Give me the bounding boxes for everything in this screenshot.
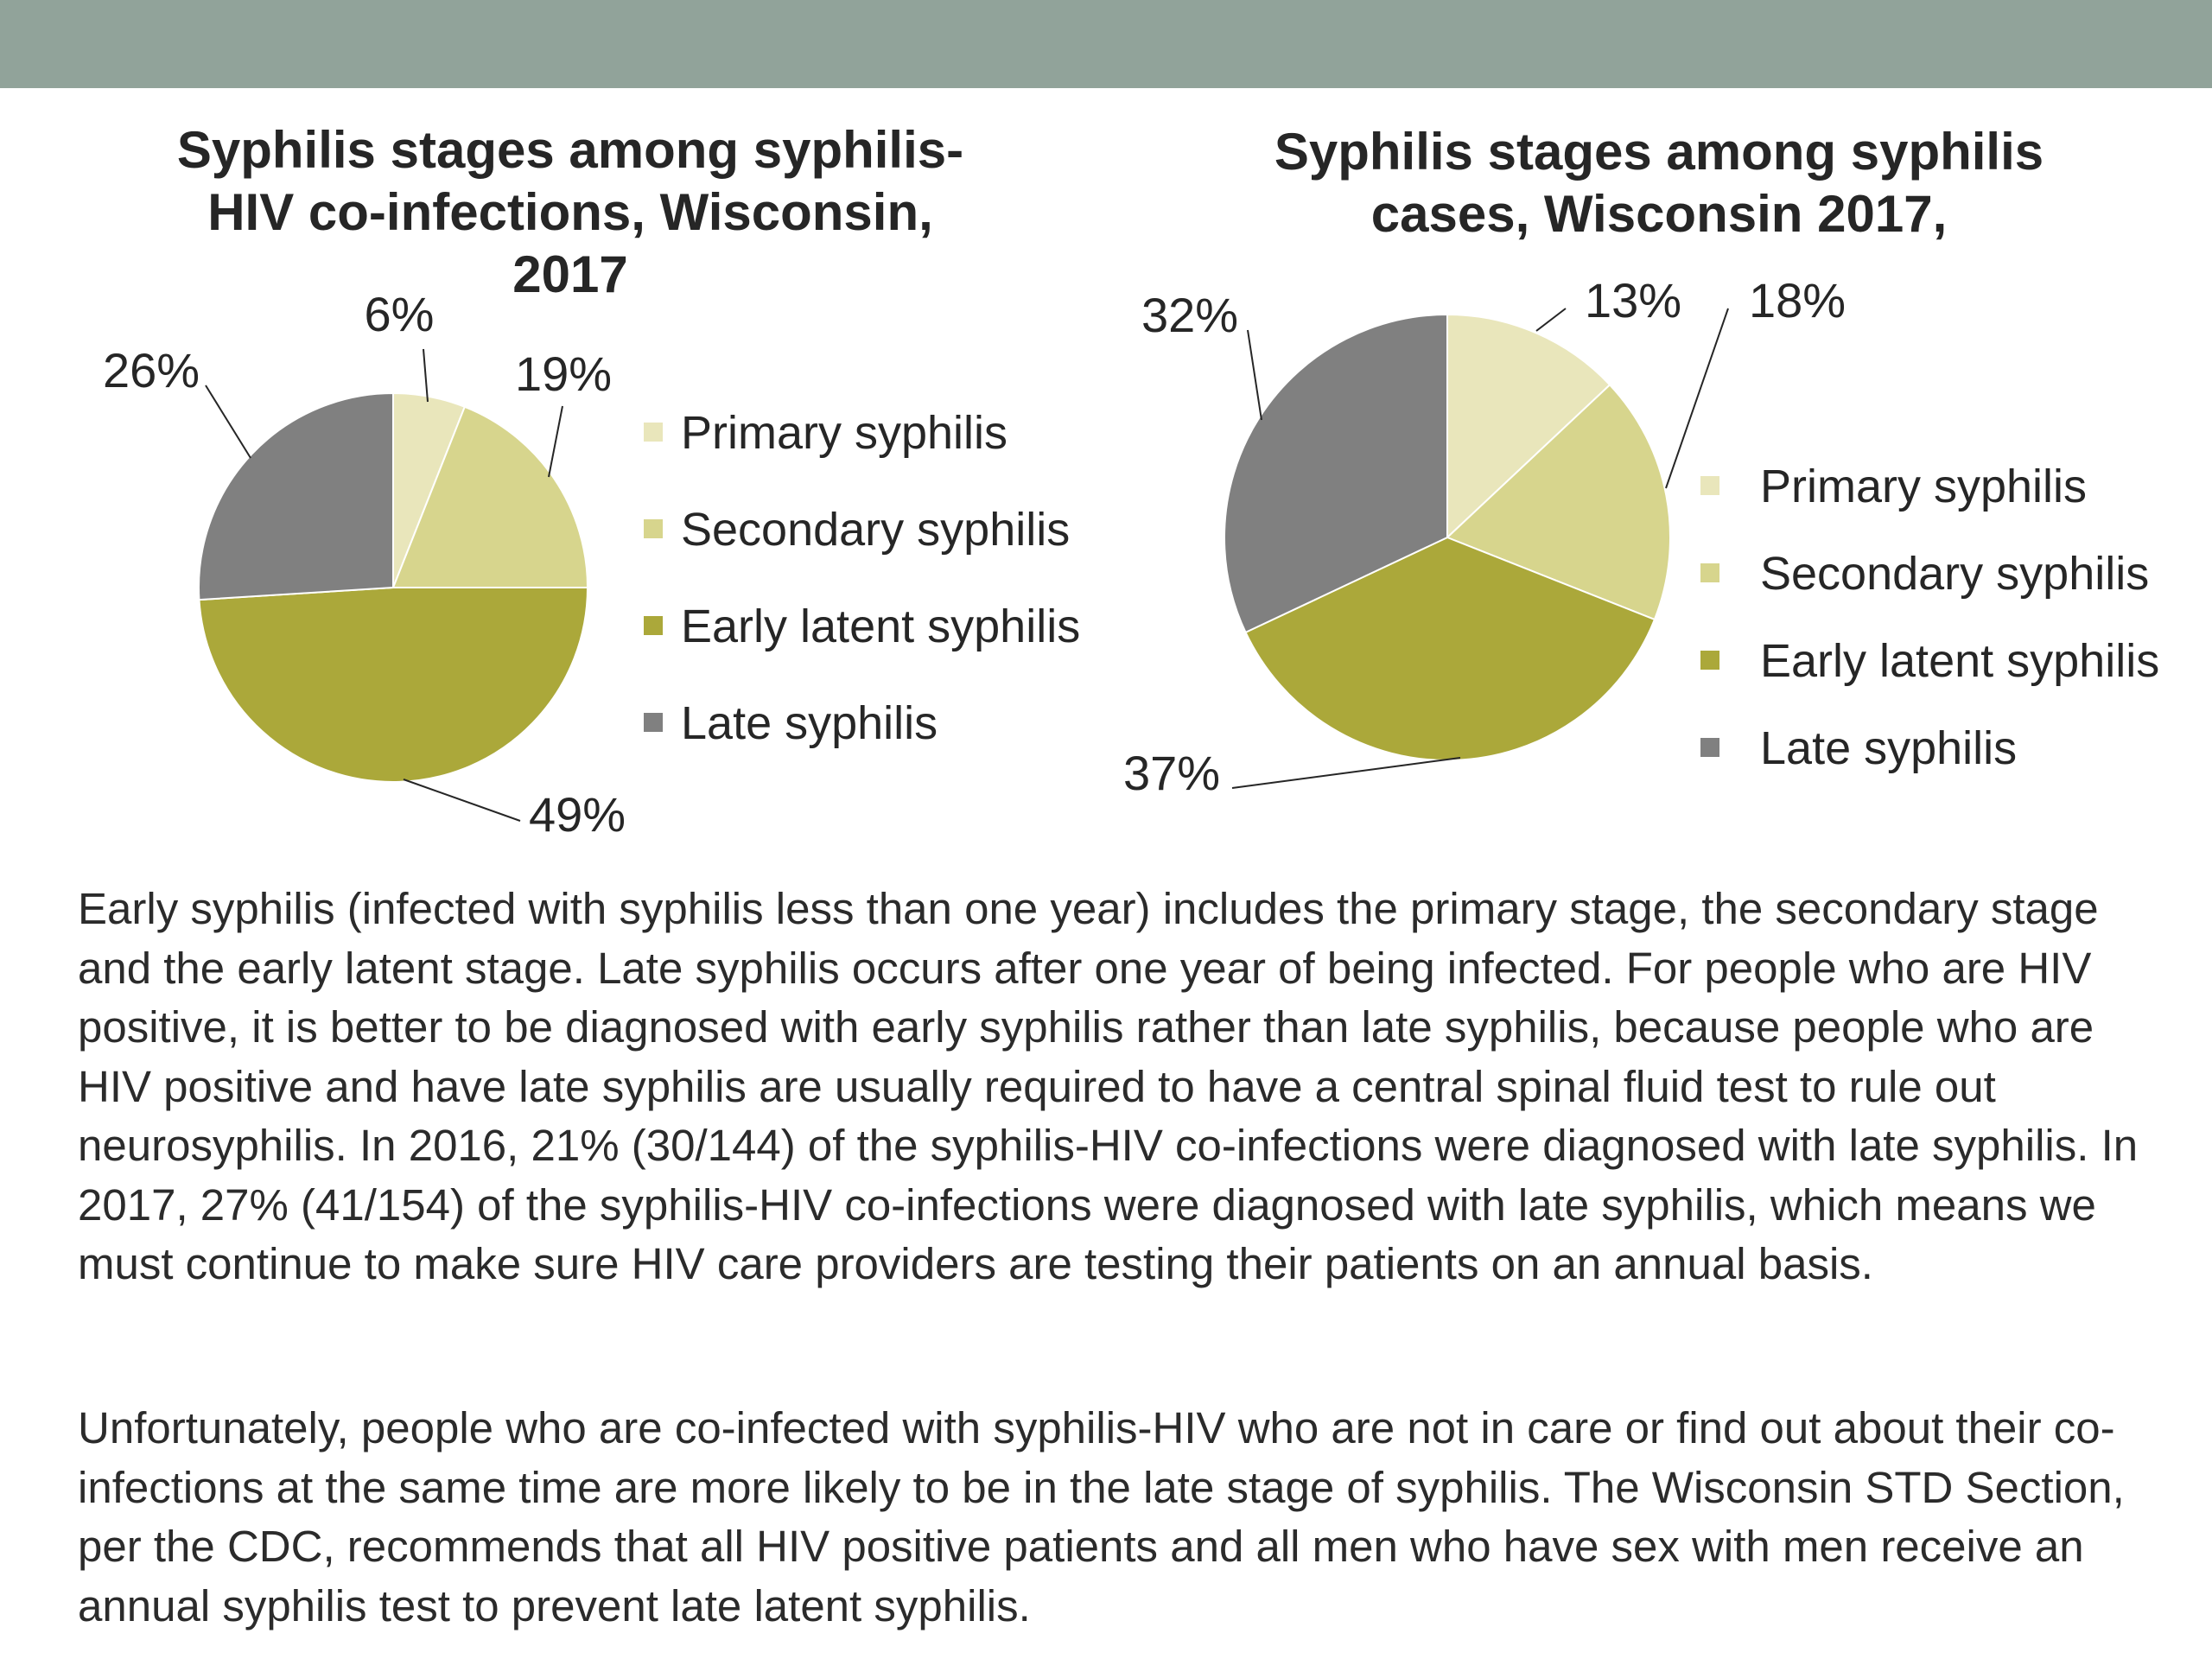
leader-line-coinfections-3 (205, 385, 251, 459)
pie-chart-coinfections: 6% 19% 49% 26% Primary syphilis Secondary syp… (103, 287, 1080, 842)
chart-title-cases: Syphilis stages among syphilis cases, Wi… (1274, 123, 2044, 243)
leader-line-coinfections-0 (423, 348, 429, 403)
leader-line-cases-2 (1231, 757, 1461, 789)
data-label-cases-early-latent-syphilis: 37% (1123, 746, 1220, 800)
legend-label-cases-late-syphilis: Late syphilis (1760, 722, 2017, 774)
data-label-cases-late-syphilis: 32% (1141, 288, 1238, 342)
pie-slice-coinfections-late-syphilis (198, 391, 394, 601)
data-label-cases-primary-syphilis: 13% (1585, 273, 1681, 327)
body-paragraph-recommendation: Unfortunately, people who are co-infecte… (78, 1403, 2125, 1630)
data-label-coinfections-secondary-syphilis: 19% (515, 346, 612, 401)
legend-swatch-cases-late-syphilis (1700, 738, 1719, 757)
leader-line-cases-3 (1247, 329, 1262, 421)
legend-label-cases-primary-syphilis: Primary syphilis (1760, 461, 2087, 512)
pie-chart-cases: 13% 18% 37% 32% Primary syphilis Secondary sy… (1123, 273, 2159, 800)
pie-slice-cases-secondary-syphilis (1446, 383, 1671, 621)
legend-swatch-coinfections-early-latent-syphilis (644, 616, 663, 635)
pie-slice-cases-primary-syphilis (1446, 313, 1611, 540)
pie-slice-coinfections-early-latent-syphilis (198, 587, 589, 783)
legend-swatch-coinfections-primary-syphilis (644, 423, 663, 442)
header-bar (0, 0, 2212, 88)
legend-swatch-cases-secondary-syphilis (1700, 563, 1719, 582)
legend-swatch-cases-primary-syphilis (1700, 476, 1719, 495)
leader-line-coinfections-2 (403, 779, 521, 822)
legend-label-coinfections-late-syphilis: Late syphilis (681, 697, 938, 749)
data-label-cases-secondary-syphilis: 18% (1749, 273, 1846, 327)
pie-slice-coinfections-secondary-syphilis (391, 405, 589, 588)
legend-label-cases-secondary-syphilis: Secondary syphilis (1760, 548, 2149, 600)
legend-label-cases-early-latent-syphilis: Early latent syphilis (1760, 635, 2159, 687)
legend-swatch-cases-early-latent-syphilis (1700, 651, 1719, 670)
leader-line-cases-1 (1665, 308, 1729, 489)
legend-swatch-coinfections-late-syphilis (644, 713, 663, 732)
legend-label-coinfections-primary-syphilis: Primary syphilis (681, 407, 1007, 459)
chart-title-coinfections: Syphilis stages among syphilis- HIV co-i… (176, 121, 964, 303)
data-label-coinfections-early-latent-syphilis: 49% (529, 787, 626, 842)
leader-line-cases-0 (1535, 308, 1567, 332)
body-paragraph-early-syphilis: Early syphilis (infected with syphilis l… (78, 884, 2139, 1288)
legend-label-coinfections-secondary-syphilis: Secondary syphilis (681, 504, 1070, 556)
leader-line-coinfections-1 (548, 405, 563, 478)
data-label-coinfections-late-syphilis: 26% (103, 343, 200, 397)
legend-swatch-coinfections-secondary-syphilis (644, 519, 663, 538)
data-label-coinfections-primary-syphilis: 6% (365, 287, 435, 341)
pie-slice-cases-late-syphilis (1224, 313, 1448, 634)
pie-slice-cases-early-latent-syphilis (1244, 536, 1656, 761)
legend-label-coinfections-early-latent-syphilis: Early latent syphilis (681, 601, 1080, 652)
